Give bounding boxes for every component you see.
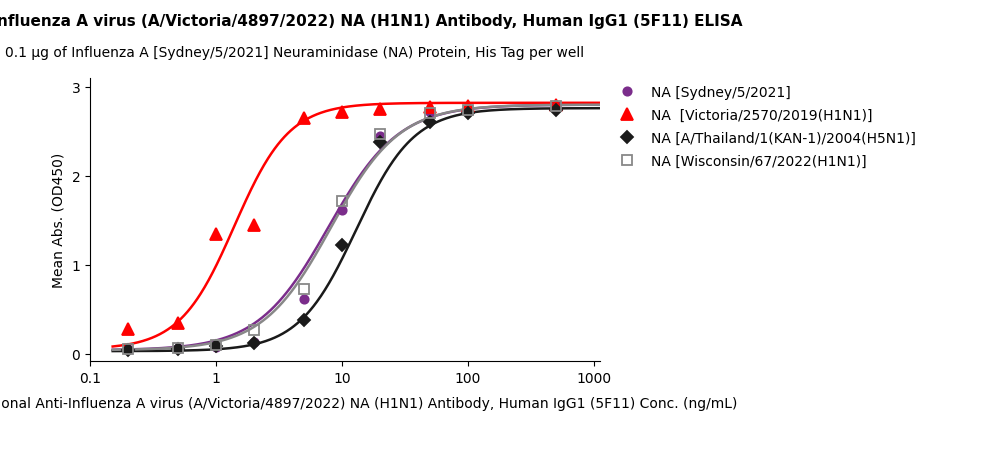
NA [Sydney/5/2021] [298,296,310,302]
NA [Wisconsin/67/2022(H1N1)] [172,345,184,351]
NA  [Victoria/2570/2019(H1N1)] [550,103,562,109]
Y-axis label: Mean Abs. (OD450): Mean Abs. (OD450) [52,152,66,288]
Line: NA [Wisconsin/67/2022(H1N1)]: NA [Wisconsin/67/2022(H1N1)] [123,102,561,354]
NA [Wisconsin/67/2022(H1N1)] [248,327,260,333]
NA  [Victoria/2570/2019(H1N1)] [336,110,348,115]
NA [A/Thailand/1(KAN-1)/2004(H5N1)] [550,108,562,113]
NA [Wisconsin/67/2022(H1N1)] [374,132,386,138]
NA [Sydney/5/2021] [424,110,436,115]
NA [Wisconsin/67/2022(H1N1)] [462,108,474,113]
NA [Sydney/5/2021] [336,207,348,213]
Text: 0.1 μg of Influenza A [Sydney/5/2021] Neuraminidase (NA) Protein, His Tag per we: 0.1 μg of Influenza A [Sydney/5/2021] Ne… [5,46,585,60]
NA [A/Thailand/1(KAN-1)/2004(H5N1)] [248,341,260,346]
NA [Wisconsin/67/2022(H1N1)] [210,342,222,348]
NA  [Victoria/2570/2019(H1N1)] [172,320,184,326]
NA  [Victoria/2570/2019(H1N1)] [424,105,436,111]
NA [Wisconsin/67/2022(H1N1)] [424,112,436,117]
Line: NA [A/Thailand/1(KAN-1)/2004(H5N1)]: NA [A/Thailand/1(KAN-1)/2004(H5N1)] [124,106,560,355]
NA [Wisconsin/67/2022(H1N1)] [550,104,562,110]
NA [Sydney/5/2021] [550,104,562,110]
NA [A/Thailand/1(KAN-1)/2004(H5N1)] [374,140,386,145]
NA [Sydney/5/2021] [122,346,134,352]
NA [A/Thailand/1(KAN-1)/2004(H5N1)] [298,318,310,323]
NA [Wisconsin/67/2022(H1N1)] [336,199,348,204]
NA [Sydney/5/2021] [248,340,260,345]
NA [Sydney/5/2021] [374,134,386,139]
NA [A/Thailand/1(KAN-1)/2004(H5N1)] [172,347,184,352]
NA [A/Thailand/1(KAN-1)/2004(H5N1)] [462,112,474,117]
Line: NA  [Victoria/2570/2019(H1N1)]: NA [Victoria/2570/2019(H1N1)] [122,100,561,335]
NA [Sydney/5/2021] [462,107,474,113]
NA [A/Thailand/1(KAN-1)/2004(H5N1)] [336,243,348,249]
NA [Sydney/5/2021] [172,345,184,351]
NA  [Victoria/2570/2019(H1N1)] [210,232,222,237]
NA  [Victoria/2570/2019(H1N1)] [462,104,474,110]
Legend: NA [Sydney/5/2021], NA  [Victoria/2570/2019(H1N1)], NA [A/Thailand/1(KAN-1)/2004: NA [Sydney/5/2021], NA [Victoria/2570/20… [612,86,916,169]
NA [Sydney/5/2021] [210,344,222,350]
Text: Monoclonal Anti-Influenza A virus (A/Victoria/4897/2022) NA (H1N1) Antibody, Hum: Monoclonal Anti-Influenza A virus (A/Vic… [0,14,743,29]
NA  [Victoria/2570/2019(H1N1)] [374,107,386,113]
NA [A/Thailand/1(KAN-1)/2004(H5N1)] [210,343,222,349]
NA [A/Thailand/1(KAN-1)/2004(H5N1)] [122,348,134,353]
NA [Wisconsin/67/2022(H1N1)] [298,287,310,292]
NA [Wisconsin/67/2022(H1N1)] [122,346,134,352]
X-axis label: Monoclonal Anti-Influenza A virus (A/Victoria/4897/2022) NA (H1N1) Antibody, Hum: Monoclonal Anti-Influenza A virus (A/Vic… [0,396,738,410]
NA  [Victoria/2570/2019(H1N1)] [122,326,134,332]
NA  [Victoria/2570/2019(H1N1)] [248,223,260,228]
Line: NA [Sydney/5/2021]: NA [Sydney/5/2021] [124,103,560,353]
NA [A/Thailand/1(KAN-1)/2004(H5N1)] [424,120,436,126]
NA  [Victoria/2570/2019(H1N1)] [298,116,310,121]
